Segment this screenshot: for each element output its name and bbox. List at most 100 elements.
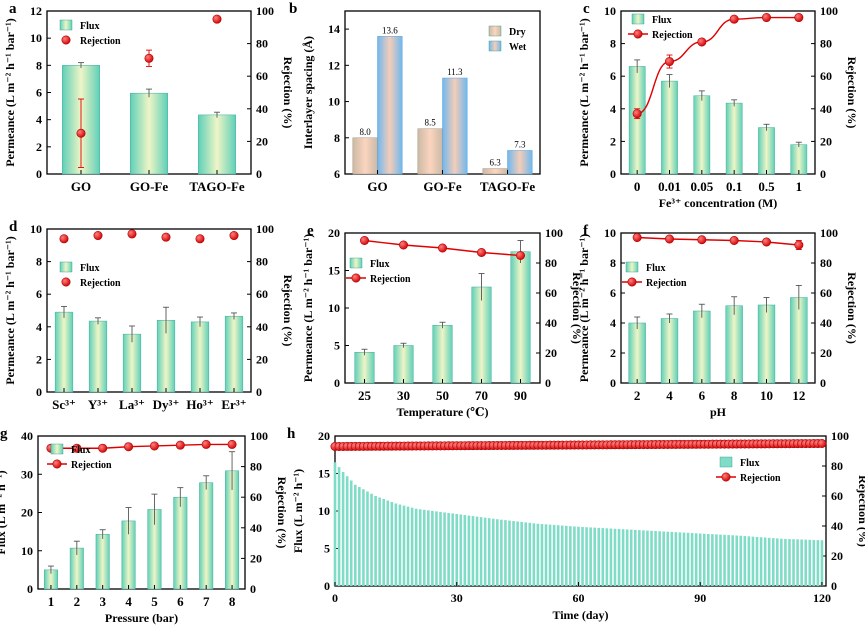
- legend-swatch: [59, 261, 73, 273]
- rejection-point: [437, 243, 447, 253]
- y-tick-label: 8: [36, 58, 42, 72]
- legend-marker: [61, 277, 71, 287]
- flux-bar: [432, 325, 453, 384]
- y2-tick-label: 0: [250, 582, 256, 596]
- flux-bar: [711, 534, 714, 586]
- flux-bar: [597, 527, 601, 586]
- panel-label: e: [307, 223, 314, 239]
- y-axis-label: Permeance (L m⁻² h⁻¹ bar⁻¹): [3, 18, 17, 166]
- flux-bar: [393, 345, 414, 384]
- panel-label: g: [0, 426, 8, 442]
- legend-label: Wet: [509, 42, 527, 53]
- y-tick-label: 10: [604, 226, 616, 240]
- y-tick-label: 10: [328, 95, 340, 109]
- x-tick-label: TAGO-Fe: [189, 179, 245, 194]
- flux-bar: [804, 539, 808, 586]
- flux-bar: [439, 511, 442, 586]
- flux-bar: [658, 531, 661, 586]
- legend-swatch: [488, 40, 502, 52]
- x-tick-label: 4: [666, 388, 673, 403]
- rejection-point: [761, 237, 771, 247]
- flux-bar: [198, 114, 236, 175]
- flux-bar: [544, 524, 548, 586]
- flux-bar: [54, 311, 74, 393]
- y2-tick-label: 0: [545, 376, 551, 390]
- x-tick-label: 10: [760, 388, 773, 403]
- flux-bar: [510, 251, 531, 384]
- y2-tick-label: 80: [256, 37, 268, 51]
- y2-tick-label: 80: [820, 37, 832, 51]
- flux-bar: [491, 518, 495, 586]
- y2-tick-label: 40: [545, 316, 557, 330]
- flux-bar: [414, 508, 418, 586]
- panel-label: a: [9, 1, 17, 17]
- y2-tick-label: 20: [820, 346, 832, 360]
- y2-tick-label: 60: [250, 490, 262, 504]
- flux-bar: [727, 535, 730, 586]
- x-tick-label: GO-Fe: [130, 179, 168, 194]
- x-tick-label: 1: [796, 179, 803, 194]
- rejection-point: [98, 443, 108, 453]
- x-tick-label: La³⁺: [119, 397, 145, 412]
- flux-bar: [593, 527, 597, 586]
- y-tick-label: 0: [36, 167, 42, 181]
- flux-bar: [508, 520, 511, 586]
- flux-bar: [564, 525, 568, 586]
- flux-bar: [693, 95, 711, 175]
- x-tick-label: 0: [332, 591, 338, 605]
- spacing-bar-dry: [417, 128, 443, 175]
- flux-bar: [780, 538, 783, 586]
- flux-bar: [757, 304, 776, 384]
- data-label: 13.6: [382, 25, 398, 35]
- x-tick-label: 7: [203, 594, 210, 609]
- y2-axis-label: Rejection (%): [845, 57, 859, 129]
- flux-bar: [378, 497, 381, 586]
- y-tick-label: 0: [334, 376, 340, 390]
- flux-bar: [812, 539, 816, 586]
- legend-label: Rejection: [71, 460, 112, 471]
- flux-bar: [808, 539, 812, 586]
- legend-label: Flux: [740, 458, 759, 469]
- rejection-point: [398, 240, 408, 250]
- rejection-point: [229, 231, 239, 241]
- flux-bar: [556, 525, 560, 586]
- rejection-point: [195, 234, 205, 244]
- panel-label: c: [583, 1, 590, 17]
- legend-label: Flux: [80, 263, 99, 274]
- y-tick-label: 10: [328, 301, 340, 315]
- x-tick-label: 50: [436, 388, 449, 403]
- x-axis-label: Pressure (bar): [105, 611, 178, 625]
- y2-tick-label: 40: [820, 316, 832, 330]
- flux-bar: [483, 517, 487, 586]
- rejection-point: [476, 248, 486, 258]
- legend-label: Flux: [370, 259, 389, 270]
- plot-frame: [620, 232, 816, 384]
- y2-tick-label: 100: [545, 226, 563, 240]
- spacing-bar-dry: [352, 137, 378, 175]
- y-tick-label: 2: [610, 346, 616, 360]
- flux-bar: [694, 533, 698, 586]
- flux-bar: [532, 523, 536, 586]
- flux-bar: [560, 525, 564, 586]
- flux-bar: [693, 310, 711, 384]
- flux-bar: [353, 484, 357, 586]
- y-tick-label: 4: [36, 320, 42, 334]
- legend-label: Rejection: [652, 30, 693, 41]
- flux-bar: [678, 532, 682, 586]
- flux-bar: [642, 530, 645, 586]
- flux-bar: [341, 472, 345, 586]
- flux-bar: [88, 320, 108, 393]
- flux-bar: [743, 536, 747, 586]
- x-tick-label: Sc³⁺: [52, 397, 76, 412]
- x-tick-label: Ho³⁺: [186, 397, 213, 412]
- flux-bar: [463, 515, 467, 586]
- flux-bar: [345, 476, 349, 586]
- y-tick-label: 2: [610, 134, 616, 148]
- flux-bar: [625, 529, 629, 586]
- y-tick-label: 4: [36, 113, 42, 127]
- legend-label: Flux: [652, 15, 671, 26]
- x-tick-label: 12: [792, 388, 805, 403]
- y-tick-label: 0: [610, 167, 616, 181]
- flux-bar: [406, 506, 410, 586]
